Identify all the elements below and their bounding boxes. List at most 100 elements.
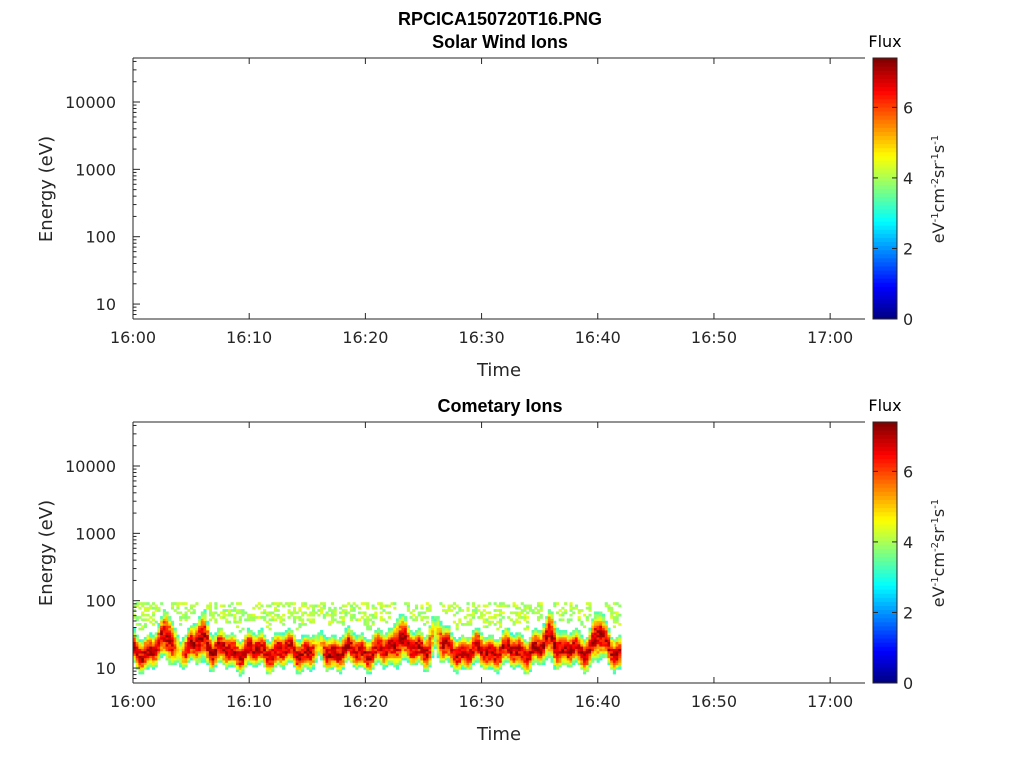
heatmap-cell [217,627,221,631]
x-tick-label: 16:50 [691,692,737,711]
heatmap-cell [420,657,424,661]
heatmap-cell [309,604,313,608]
heatmap-cell [531,655,535,659]
heatmap-cell [241,639,245,642]
heatmap-cell [301,667,305,670]
heatmap-cell [268,657,272,661]
heatmap-cell [583,653,587,656]
heatmap-cell [236,655,240,659]
heatmap-cell [214,664,218,668]
heatmap-cell [439,653,443,656]
heatmap-cell [477,616,481,619]
heatmap-cell [154,648,158,652]
heatmap-cell [301,646,305,649]
heatmap-cell [279,602,283,605]
heatmap-cell [395,657,400,661]
heatmap-cell [355,641,359,645]
heatmap-cell [539,613,543,617]
heatmap-cell [192,634,196,638]
heatmap-cell [555,657,560,661]
heatmap-cell [263,636,267,640]
colorbar-swatch [873,314,897,320]
heatmap-cell [471,648,475,652]
heatmap-cell [135,643,139,647]
heatmap-cell [439,646,443,649]
heatmap-cell [588,655,592,659]
heatmap-cell [615,616,619,619]
y-tick-label: 10 [96,295,116,314]
heatmap-cell [406,609,410,612]
colorbar-swatch [873,609,897,615]
heatmap-cell [322,660,326,663]
heatmap-cell [133,609,137,612]
heatmap-cell [347,602,351,605]
heatmap-cell [580,636,584,640]
heatmap-cell [317,648,321,652]
heatmap-cell [284,657,288,661]
heatmap-cell [566,641,570,645]
heatmap-cell [382,639,386,642]
heatmap-cell [528,646,532,649]
heatmap-cell [200,650,204,654]
heatmap-cell [200,618,204,622]
heatmap-cell [325,643,329,647]
heatmap-cell [290,650,294,654]
heatmap-cell [425,616,429,619]
heatmap-cell [580,609,584,612]
heatmap-cell [466,643,470,647]
heatmap-cell [360,664,364,668]
heatmap-cell [577,639,581,642]
heatmap-cell [263,609,267,612]
heatmap-cell [322,602,326,605]
heatmap-cell [555,653,560,656]
heatmap-cell [550,616,554,619]
heatmap-cell [298,648,302,652]
heatmap-cell [271,611,275,615]
heatmap-cell [490,646,494,649]
heatmap-cell [618,623,622,626]
heatmap-cell [309,669,313,673]
heatmap-cell [211,648,215,652]
heatmap-cell [368,639,372,642]
heatmap-cell [507,660,511,663]
heatmap-cell [146,643,150,647]
heatmap-cell [404,602,408,605]
colorbar-swatch [873,434,897,439]
heatmap-cell [328,667,332,670]
heatmap-cell [273,650,278,654]
colorbar-swatch [873,290,897,296]
heatmap-cell [325,664,329,668]
heatmap-cell [298,606,302,610]
heatmap-cell [550,648,554,652]
heatmap-cell [292,616,297,619]
heatmap-cell [206,620,210,624]
heatmap-cell [363,639,367,642]
heatmap-cell [466,623,470,626]
heatmap-cell [607,632,611,636]
heatmap-cell [341,664,345,668]
heatmap-cell [433,639,438,642]
colorbar-tick-label: 2 [903,603,913,622]
heatmap-cell [292,643,297,647]
heatmap-cell [143,657,147,661]
heatmap-cell [504,650,508,654]
heatmap-cell [341,639,345,642]
heatmap-cell [322,662,326,666]
heatmap-cell [217,653,221,656]
heatmap-cell [607,627,611,631]
heatmap-cell [349,657,353,661]
heatmap-cell [466,653,470,656]
heatmap-cell [246,632,250,636]
heatmap-cell [160,650,164,654]
heatmap-cell [566,660,570,663]
heatmap-cell [501,643,505,647]
heatmap-cell [517,639,522,642]
heatmap-cell [366,664,370,668]
heatmap-cell [439,629,443,633]
heatmap-cell [377,650,381,654]
heatmap-cell [566,636,570,640]
heatmap-cell [431,636,435,640]
heatmap-cell [241,664,245,668]
heatmap-cell [604,627,608,631]
heatmap-cell [490,655,494,659]
